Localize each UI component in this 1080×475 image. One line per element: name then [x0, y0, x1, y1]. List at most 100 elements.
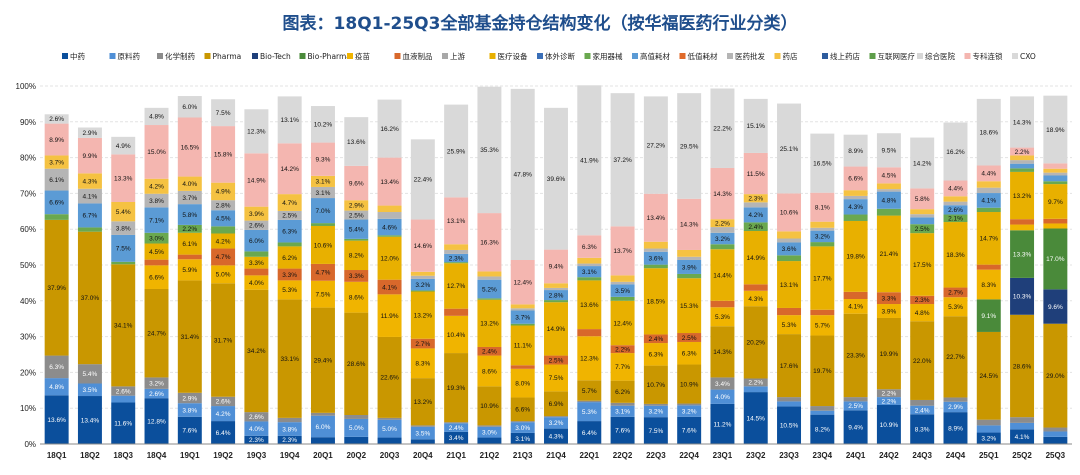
data-label: 10.6%: [780, 210, 799, 217]
data-label: 2.2%: [881, 398, 896, 405]
x-tick-label: 20Q1: [313, 451, 333, 460]
data-label: 18.6%: [980, 129, 999, 136]
data-label: 2.3%: [249, 437, 264, 444]
y-tick-label: 40%: [20, 297, 36, 306]
legend-swatch: [822, 53, 828, 59]
data-label: 9.4%: [848, 424, 863, 431]
bar-segment: [577, 336, 602, 381]
data-label: 13.2%: [1013, 193, 1032, 200]
x-tick-label: 19Q4: [280, 451, 300, 460]
bar-segment: [477, 426, 502, 438]
bar-segment: [111, 395, 136, 403]
bar-segment: [843, 313, 868, 398]
bar-segment: [677, 256, 702, 260]
bar-segment: [1043, 228, 1068, 290]
bar-segment: [1010, 168, 1035, 172]
bar-segment: [643, 268, 668, 335]
data-label: 22.6%: [380, 375, 399, 382]
bar-segment: [211, 265, 236, 284]
bar-segment: [1010, 163, 1035, 169]
bar-segment: [277, 242, 302, 247]
data-label: 34.2%: [247, 348, 266, 355]
bar-segment: [144, 232, 169, 244]
bar-segment: [177, 259, 202, 281]
bar-segment: [510, 323, 535, 326]
data-label: 4.0%: [249, 280, 264, 287]
bar-segment: [310, 175, 335, 187]
bar-segment: [1043, 431, 1068, 437]
bar-segment: [710, 249, 735, 301]
bar-segment: [111, 264, 136, 387]
bar-segment: [677, 405, 702, 417]
bar-segment: [77, 364, 102, 384]
bar-segment: [843, 410, 868, 444]
bar-segment: [643, 365, 668, 404]
data-label: 4.8%: [881, 198, 896, 205]
bar-segment: [244, 412, 269, 422]
bar-segment: [1043, 323, 1068, 428]
legend-label: 体外诊断: [545, 51, 575, 61]
x-tick-label: 25Q1: [979, 451, 999, 460]
data-label: 3.2%: [715, 236, 730, 243]
bar-segment: [477, 355, 502, 387]
legend-swatch: [537, 53, 543, 59]
data-label: 5.3%: [782, 322, 797, 329]
legend-swatch: [869, 53, 876, 59]
bar-segment: [910, 321, 935, 400]
data-label: 10.7%: [647, 382, 666, 389]
data-label: 4.7%: [282, 200, 297, 207]
data-label: 7.7%: [615, 364, 630, 371]
y-tick-label: 0%: [24, 440, 36, 449]
data-label: 14.9%: [747, 255, 766, 262]
bar-segment: [910, 214, 935, 218]
bar-segment: [277, 268, 302, 281]
bar-segment: [444, 197, 469, 245]
x-tick-label: 22Q2: [613, 451, 633, 460]
bar-segment: [810, 192, 835, 222]
data-label: 18.9%: [1046, 127, 1065, 134]
bar-segment: [277, 96, 302, 144]
bar-segment: [211, 396, 236, 407]
bar-segment: [810, 414, 835, 444]
bar-segment: [377, 294, 402, 337]
bar-segment: [577, 402, 602, 422]
bar-segment: [477, 346, 502, 356]
bar-segment: [1010, 219, 1035, 225]
bar-segment: [544, 364, 568, 392]
data-label: 2.9%: [83, 130, 98, 137]
bar-segment: [44, 395, 69, 444]
bar-segment: [677, 416, 702, 444]
data-label: 2.9%: [948, 404, 963, 411]
data-label: 4.3%: [549, 434, 564, 441]
bar-segment: [310, 280, 335, 308]
bar-segment: [211, 233, 236, 249]
data-label: 19.8%: [846, 254, 865, 261]
bar-segment: [843, 397, 868, 402]
data-label: 2.2%: [715, 220, 730, 227]
bar-segment: [144, 193, 169, 208]
data-label: 14.5%: [747, 415, 766, 422]
x-tick-label: 23Q1: [713, 451, 733, 460]
bar-segment: [244, 229, 269, 252]
data-label: 28.6%: [347, 361, 366, 368]
data-label: 8.9%: [948, 425, 963, 432]
bar-segment: [710, 232, 735, 245]
bar-segment: [1043, 172, 1068, 176]
legend-swatch: [964, 53, 971, 59]
bar-segment: [477, 299, 502, 347]
data-label: 41.9%: [580, 158, 599, 165]
data-label: 4.8%: [149, 114, 164, 121]
bar-segment: [277, 194, 302, 211]
data-label: 6.6%: [149, 274, 164, 281]
bar-segment: [177, 232, 202, 255]
data-label: 6.4%: [582, 430, 597, 437]
bar-segment: [577, 421, 602, 444]
bar-segment: [976, 165, 1001, 182]
data-label: 9.1%: [981, 313, 996, 320]
bar-segment: [943, 287, 968, 298]
data-label: 29.5%: [680, 143, 699, 150]
data-label: 13.3%: [1013, 251, 1032, 258]
data-label: 3.0%: [515, 425, 530, 432]
bar-segment: [743, 392, 768, 444]
